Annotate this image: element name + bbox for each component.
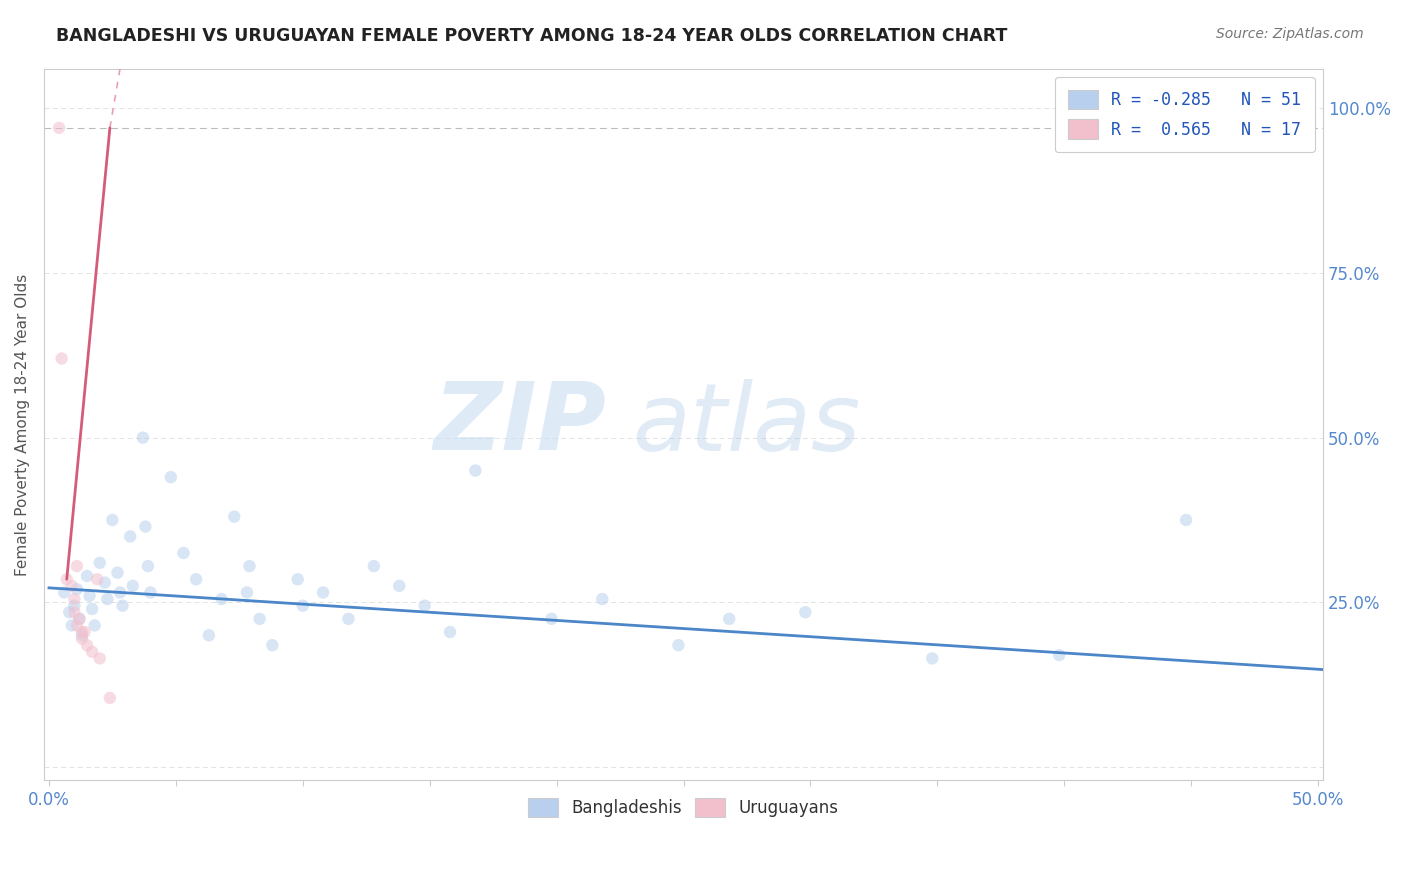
Point <box>79 589 101 603</box>
Point <box>312 585 335 599</box>
Point <box>70 628 93 642</box>
Point <box>249 612 271 626</box>
Point <box>921 651 943 665</box>
Point <box>66 559 89 574</box>
Point <box>70 625 93 640</box>
Point <box>51 351 73 366</box>
Point <box>107 566 129 580</box>
Point <box>94 575 117 590</box>
Point <box>48 120 70 135</box>
Point <box>388 579 411 593</box>
Point <box>53 585 76 599</box>
Point <box>121 579 143 593</box>
Point <box>132 431 155 445</box>
Point <box>794 605 817 619</box>
Point <box>70 632 93 646</box>
Point <box>89 651 111 665</box>
Text: BANGLADESHI VS URUGUAYAN FEMALE POVERTY AMONG 18-24 YEAR OLDS CORRELATION CHART: BANGLADESHI VS URUGUAYAN FEMALE POVERTY … <box>56 27 1008 45</box>
Point <box>139 585 162 599</box>
Point <box>198 628 221 642</box>
Point <box>439 625 461 640</box>
Point <box>96 592 118 607</box>
Point <box>111 599 134 613</box>
Point <box>108 585 131 599</box>
Point <box>55 572 77 586</box>
Point <box>718 612 741 626</box>
Text: atlas: atlas <box>633 379 860 470</box>
Point <box>120 529 142 543</box>
Point <box>291 599 314 613</box>
Point <box>224 509 246 524</box>
Point <box>211 592 233 607</box>
Point <box>89 556 111 570</box>
Point <box>82 602 104 616</box>
Text: Source: ZipAtlas.com: Source: ZipAtlas.com <box>1216 27 1364 41</box>
Point <box>591 592 613 607</box>
Point <box>60 579 83 593</box>
Legend: Bangladeshis, Uruguayans: Bangladeshis, Uruguayans <box>520 789 848 825</box>
Point <box>63 605 86 619</box>
Point <box>76 638 98 652</box>
Point <box>236 585 259 599</box>
Point <box>58 605 80 619</box>
Point <box>287 572 309 586</box>
Point <box>186 572 208 586</box>
Point <box>67 612 90 626</box>
Y-axis label: Female Poverty Among 18-24 Year Olds: Female Poverty Among 18-24 Year Olds <box>15 273 30 575</box>
Point <box>83 618 105 632</box>
Point <box>76 569 98 583</box>
Point <box>159 470 181 484</box>
Point <box>73 625 96 640</box>
Point <box>63 592 86 607</box>
Point <box>67 612 90 626</box>
Point <box>66 618 89 632</box>
Point <box>363 559 385 574</box>
Point <box>101 513 124 527</box>
Point <box>540 612 562 626</box>
Point <box>668 638 690 652</box>
Point <box>60 618 83 632</box>
Text: ZIP: ZIP <box>434 378 607 470</box>
Point <box>136 559 159 574</box>
Point <box>1047 648 1070 662</box>
Point <box>66 582 89 597</box>
Point <box>63 599 86 613</box>
Point <box>413 599 436 613</box>
Point <box>464 464 486 478</box>
Point <box>98 690 121 705</box>
Point <box>134 519 156 533</box>
Point <box>86 572 108 586</box>
Point <box>1175 513 1198 527</box>
Point <box>337 612 360 626</box>
Point <box>82 645 104 659</box>
Point <box>173 546 195 560</box>
Point <box>262 638 284 652</box>
Point <box>238 559 260 574</box>
